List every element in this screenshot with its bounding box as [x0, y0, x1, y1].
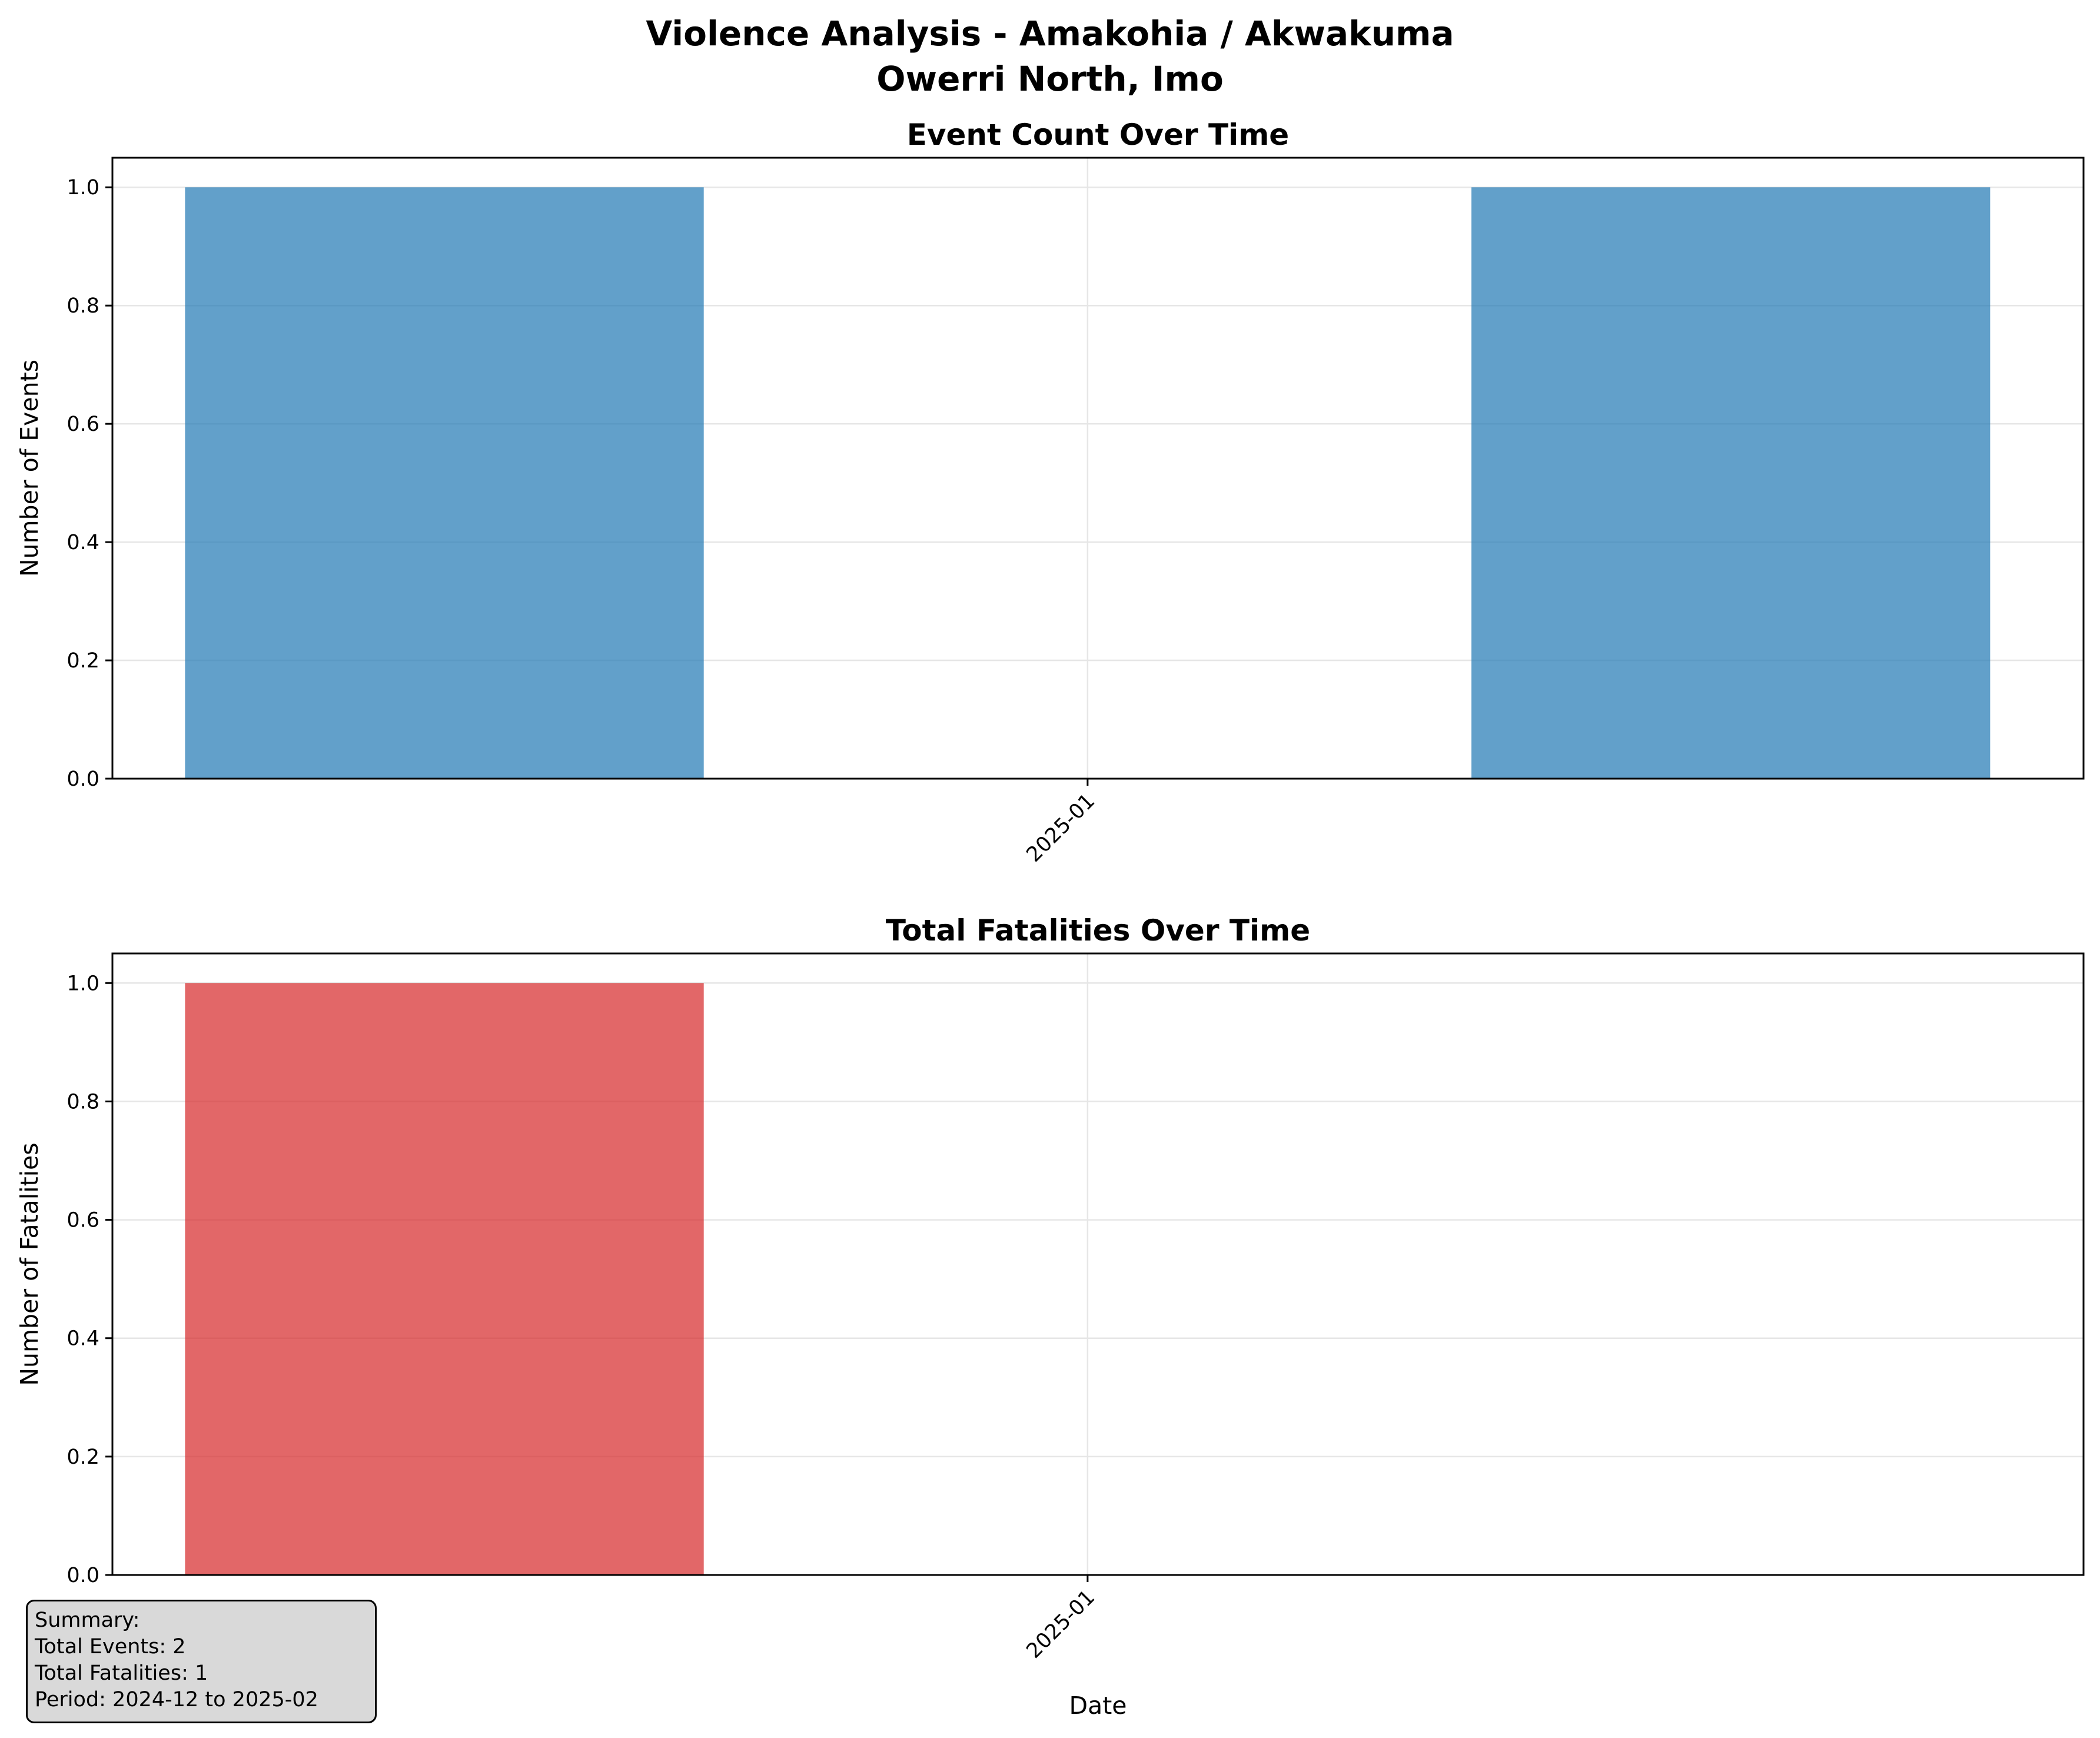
axes-frame [111, 157, 2085, 780]
summary-total-events: Total Events: 2 [35, 1635, 186, 1659]
fatalities-chart: 0.0 0.2 0.4 0.6 0.8 1.0 2025-01 Total Fatalitie… [15, 913, 2085, 1720]
event-count-chart: 0.0 0.2 0.4 0.6 0.8 1.0 2025-01 Event Count Ove… [15, 118, 2085, 867]
y-tick-label: 0.0 [67, 1564, 99, 1587]
bar-2024-12-01 [185, 187, 704, 779]
figure-subtitle: Owerri North, Imo [876, 59, 1224, 99]
x-tick-label: 2025-01 [1022, 789, 1100, 867]
y-tick-label: 0.4 [67, 531, 99, 554]
y-tick-label: 0.2 [67, 1445, 99, 1469]
y-tick-label: 0.8 [67, 294, 99, 318]
summary-period: Period: 2024-12 to 2025-02 [35, 1688, 318, 1712]
y-tick-label: 1.0 [67, 972, 99, 995]
y-tick-label: 0.2 [67, 649, 99, 673]
y-tick-label: 0.6 [67, 1209, 99, 1232]
y-tick-label: 0.8 [67, 1090, 99, 1114]
y-tick-label: 0.6 [67, 413, 99, 436]
x-tick-label: 2025-01 [1022, 1586, 1100, 1663]
bar-2024-12-01 [185, 983, 704, 1575]
summary-heading: Summary: [35, 1609, 140, 1632]
y-tick-label: 0.0 [67, 767, 99, 791]
summary-box: Summary: Total Events: 2 Total Fatalitie… [26, 1600, 377, 1723]
summary-total-fatalities: Total Fatalities: 1 [35, 1661, 208, 1685]
bar-2025-02-01 [1471, 187, 1991, 779]
figure-title: Violence Analysis - Amakohia / Akwakuma [646, 14, 1454, 54]
chart-title: Event Count Over Time [907, 118, 1289, 152]
x-axis-label: Date [1069, 1692, 1127, 1720]
axes-frame [111, 952, 2085, 1576]
y-axis-label: Number of Fatalities [15, 1142, 44, 1385]
y-tick-label: 1.0 [67, 176, 99, 200]
chart-title: Total Fatalities Over Time [886, 913, 1310, 948]
y-tick-label: 0.4 [67, 1327, 99, 1351]
y-axis-label: Number of Events [15, 360, 44, 577]
